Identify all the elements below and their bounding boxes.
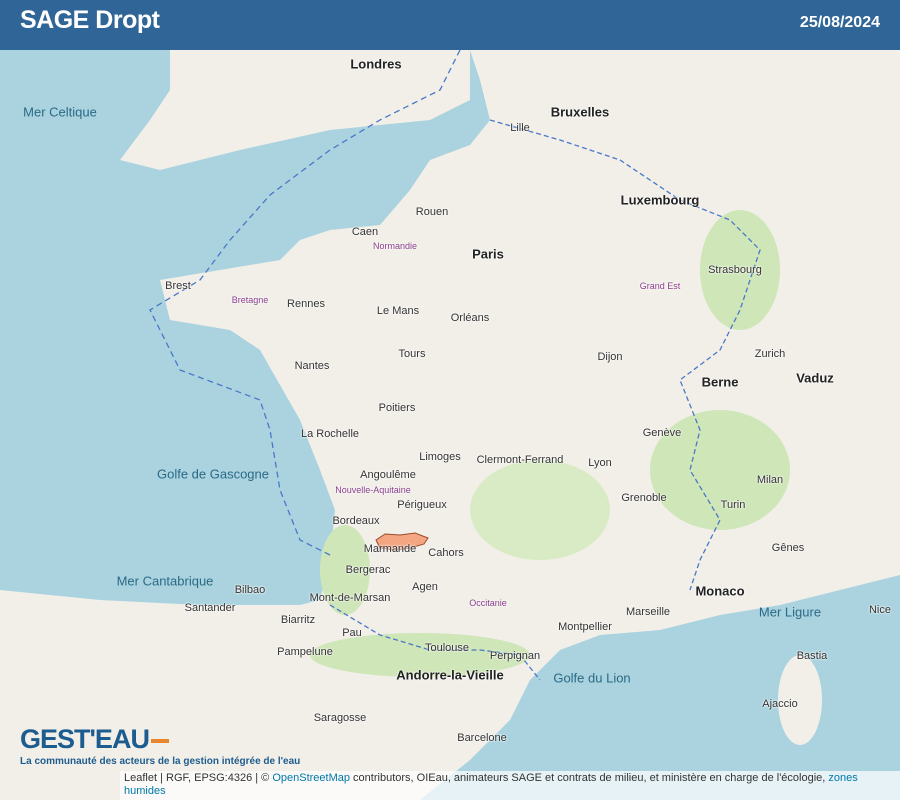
sea-label: Golfe du Lion [553,670,631,686]
logo-text: GEST'EAU [20,724,300,755]
city-label: Vaduz [796,370,834,386]
city-label: Tours [398,348,426,360]
city-label: Clermont-Ferrand [476,454,564,466]
city-label: Lille [510,122,530,134]
city-label: Limoges [419,451,461,463]
city-label: Monaco [695,583,745,599]
city-label: Pau [342,627,362,639]
city-label: Agen [412,581,438,593]
logo-tagline: La communauté des acteurs de la gestion … [20,756,301,767]
city-label: Rennes [287,298,325,310]
city-label: Bruxelles [550,104,610,120]
city-label: Dijon [597,351,623,363]
city-label: Paris [472,246,504,262]
map-attribution: Leaflet | RGF, EPSG:4326 | © OpenStreetM… [120,771,900,800]
region-label: Nouvelle-Aquitaine [335,485,411,495]
city-label: Gênes [771,542,805,554]
page-title: SAGE Dropt [20,6,160,34]
city-label: Biarritz [280,614,316,626]
city-label: Caen [351,226,379,238]
city-label: Périgueux [397,499,447,511]
forest-vosges [700,210,780,330]
city-label: Brest [165,280,191,292]
sea-label: Golfe de Gascogne [156,466,270,482]
city-label: Berne [701,374,739,390]
gesteau-logo[interactable]: GEST'EAU La communauté des acteurs de la… [20,724,300,768]
city-label: Bastia [796,650,828,662]
city-label: Andorre-la-Vieille [396,667,504,683]
city-label: Saragosse [313,712,367,724]
city-label: Ajaccio [762,698,798,710]
city-label: Barcelone [457,732,507,744]
header: SAGE Dropt 25/08/2024 [0,0,900,50]
land-britain [120,50,470,170]
city-label: Rouen [415,206,449,218]
sage-dropt-area [375,532,429,551]
city-label: Angoulême [360,469,416,481]
map-tiles [0,50,900,800]
city-label: Toulouse [424,642,470,654]
city-label: Zurich [754,348,786,360]
city-label: Orléans [450,312,490,324]
city-label: Nice [868,604,892,616]
city-label: La Rochelle [300,428,360,440]
forest-alps [650,410,790,530]
zones-humides-link[interactable]: zones humides [124,772,858,797]
border-spain [329,604,541,681]
city-label: Strasbourg [708,264,762,276]
city-label: Pampelune [277,646,333,658]
sea-label: Mer Ligure [758,604,822,620]
maritime-border [149,50,461,556]
city-label: Bilbao [234,584,266,596]
region-label: Grand Est [639,281,681,291]
city-label: Perpignan [489,650,541,662]
land-corsica [778,655,822,745]
city-label: Grenoble [621,492,667,504]
city-label: Genève [642,427,682,439]
city-label: Poitiers [378,402,416,414]
city-label: Bordeaux [332,515,380,527]
map-view[interactable]: Londres Paris Bruxelles Luxembourg Berne Mona… [0,50,900,800]
city-label: Montpellier [558,621,612,633]
city-label: Marmande [363,543,417,555]
region-label: Bretagne [231,295,269,305]
border-france [489,119,761,591]
city-label: Santander [184,602,236,614]
forest-massif-central [470,460,610,560]
city-label: Le Mans [376,305,420,317]
city-label: Bergerac [345,564,391,576]
osm-link[interactable]: OpenStreetMap [272,772,350,784]
region-label: Normandie [372,241,418,251]
forest-landes [320,525,370,615]
region-label: Occitanie [469,598,507,608]
forest-pyrenees [310,633,530,677]
land-continent [0,50,900,800]
city-label: Londres [350,56,402,72]
sea-label: Mer Celtique [23,104,97,120]
attribution-prefix: Leaflet | RGF, EPSG:4326 | © [124,772,273,784]
city-label: Milan [756,474,784,486]
city-label: Turin [720,499,746,511]
city-label: Mont-de-Marsan [309,592,391,604]
city-label: Marseille [625,606,671,618]
attribution-text: contributors, OIEau, animateurs SAGE et … [350,772,829,784]
city-label: Cahors [428,547,464,559]
sea-label: Mer Cantabrique [116,573,214,589]
logo-bar [150,738,169,743]
date-label: 25/08/2024 [799,14,880,31]
city-label: Nantes [294,360,330,372]
city-label: Lyon [588,457,612,469]
city-label: Luxembourg [620,192,700,208]
